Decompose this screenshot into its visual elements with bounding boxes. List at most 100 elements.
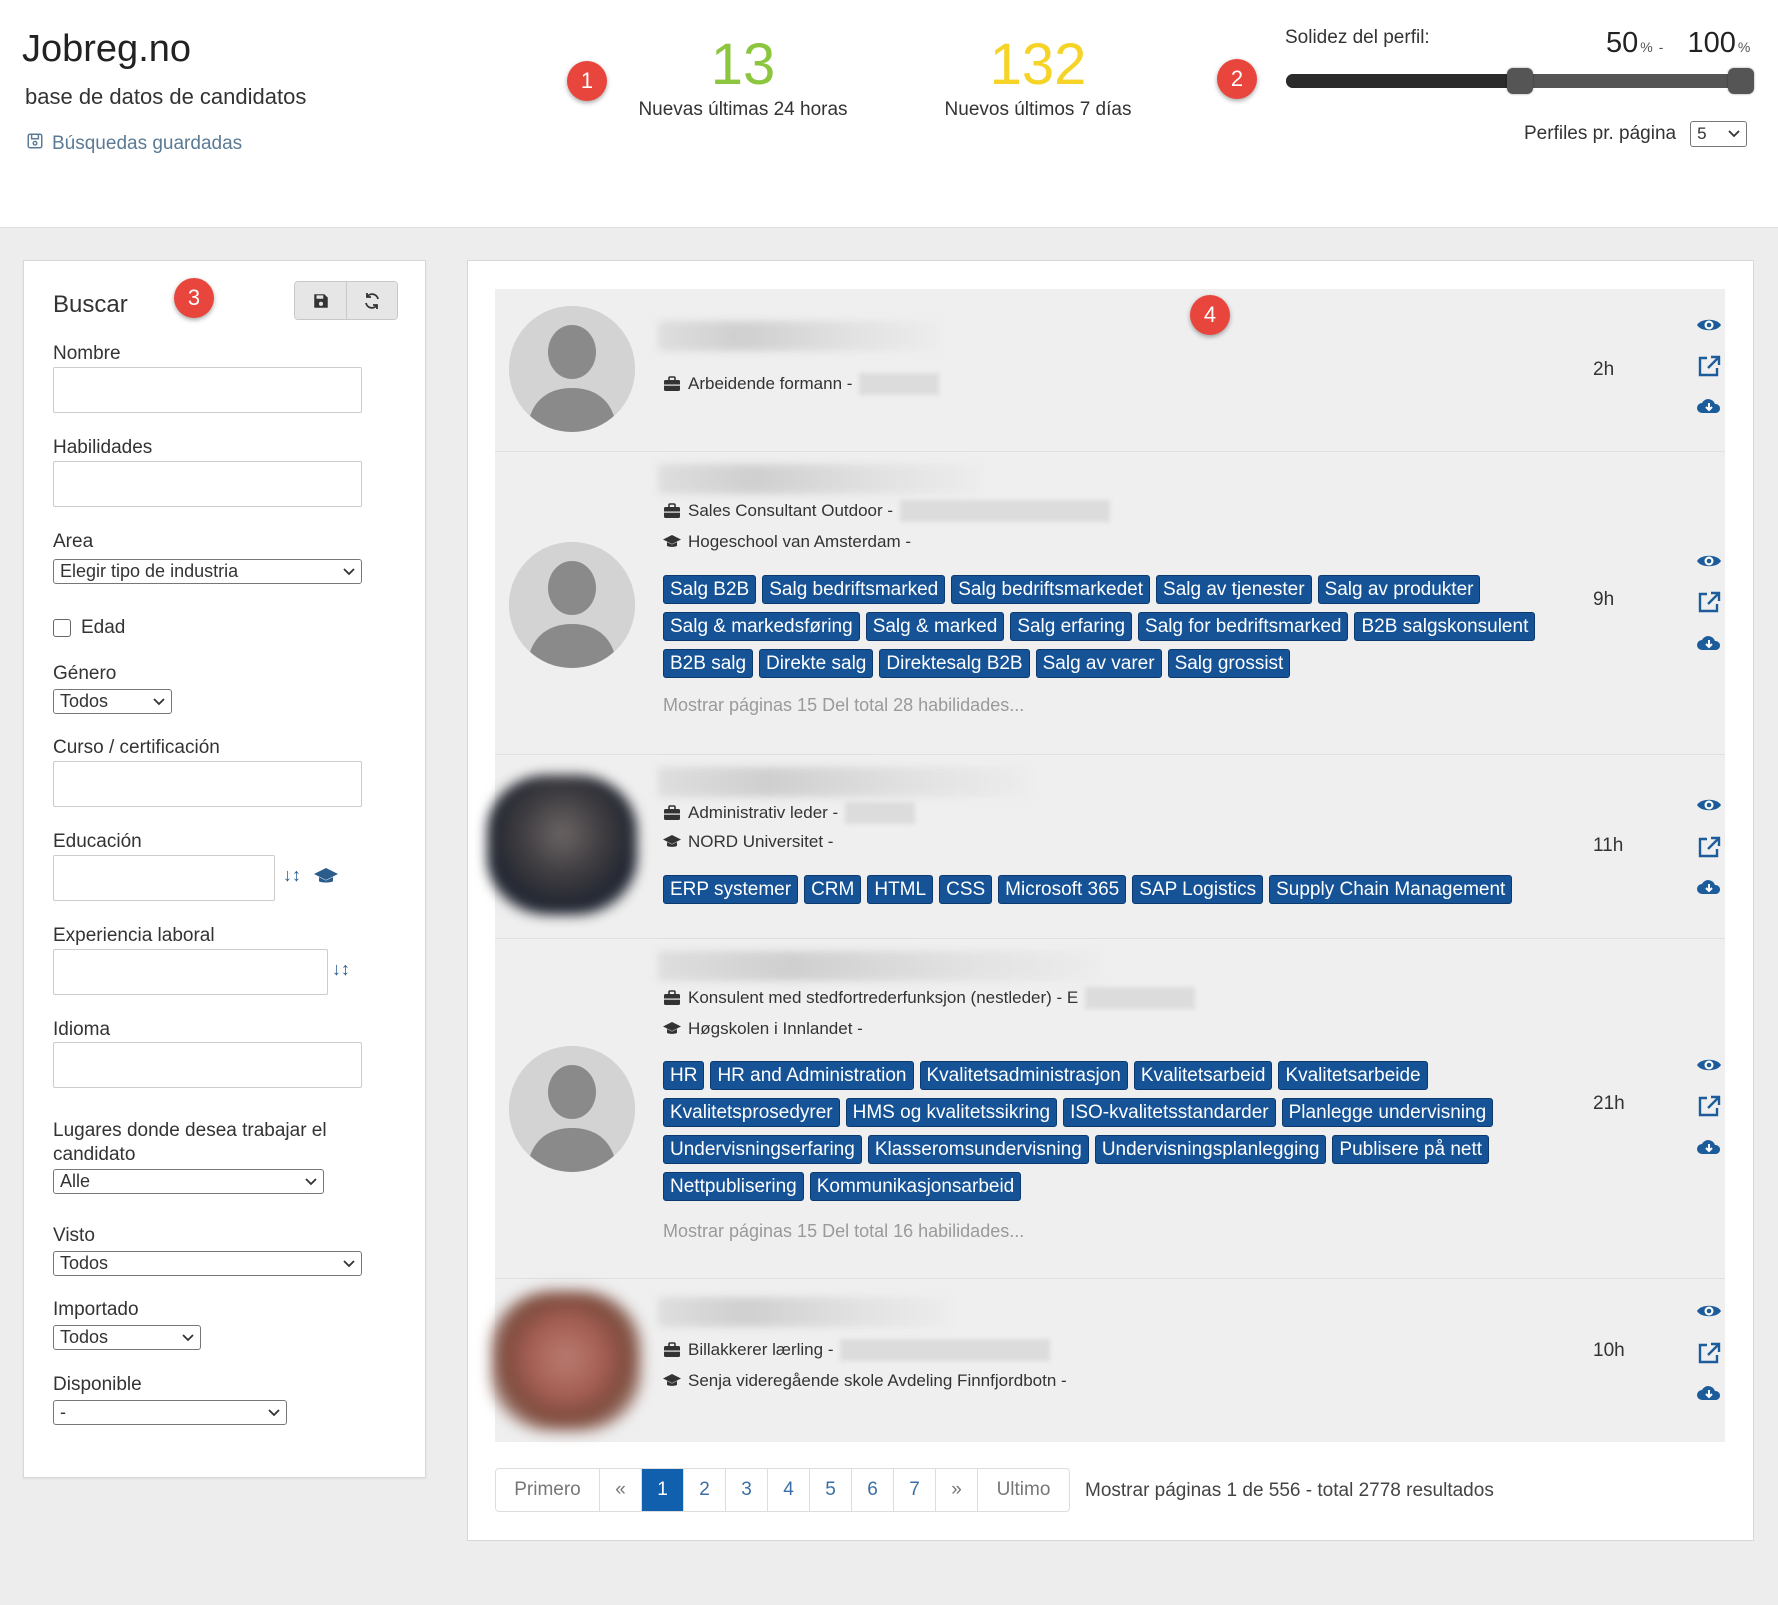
visto-select[interactable]: Todos [53,1251,362,1276]
skill-tag[interactable]: Nettpublisering [663,1172,804,1201]
edad-checkbox[interactable] [53,619,71,637]
page-button-5[interactable]: 5 [809,1469,851,1511]
view-profile-button[interactable] [1693,1297,1725,1325]
open-external-button[interactable] [1693,833,1725,861]
candidate-school-line: Senja videregående skole Avdeling Finnfj… [663,1371,1067,1391]
skill-tag[interactable]: ISO-kvalitetsstandarder [1063,1098,1276,1127]
candidate-card[interactable]: Administrativ leder - NORD Universitet -… [487,755,1725,939]
page-button-6[interactable]: 6 [851,1469,893,1511]
download-cv-button[interactable] [1693,1133,1725,1161]
skill-tag[interactable]: Salg av tjenester [1156,575,1312,604]
skill-tag[interactable]: Planlegge undervisning [1281,1098,1494,1127]
download-cv-button[interactable] [1693,629,1725,657]
slider-handle-min[interactable] [1507,68,1533,94]
view-profile-button[interactable] [1693,311,1725,339]
skill-tag[interactable]: Kvalitetsprosedyrer [663,1098,840,1127]
download-cv-button[interactable] [1693,1379,1725,1407]
page-prev-button[interactable]: « [599,1469,641,1511]
page-button-1[interactable]: 1 [641,1469,683,1511]
open-external-button[interactable] [1693,352,1725,380]
page-button-2[interactable]: 2 [683,1469,725,1511]
open-external-button[interactable] [1693,1092,1725,1120]
genero-select[interactable]: Todos [53,689,172,714]
view-profile-button[interactable] [1693,1051,1725,1079]
candidate-card[interactable]: Sales Consultant Outdoor - Hogeschool va… [495,452,1725,755]
skill-tag[interactable]: Kvalitetsarbeid [1133,1061,1273,1090]
idioma-input[interactable] [53,1042,362,1088]
candidate-card[interactable]: Konsulent med stedfortrederfunksjon (nes… [495,939,1725,1279]
saved-searches-link[interactable]: Búsquedas guardadas [26,132,242,156]
skill-tag[interactable]: B2B salg [663,649,754,678]
skill-tag[interactable]: Salg B2B [663,575,757,604]
slider-handle-max[interactable] [1728,68,1754,94]
graduation-cap-icon[interactable] [313,867,339,885]
curso-input[interactable] [53,761,362,807]
skill-tag[interactable]: Salg & markedsføring [663,612,860,641]
skill-tag[interactable]: Kvalitetsarbeide [1278,1061,1428,1090]
skill-tag[interactable]: SAP Logistics [1132,875,1264,904]
lugares-select[interactable]: Alle [53,1169,324,1194]
page-last-button[interactable]: Ultimo [977,1469,1069,1511]
page-button-4[interactable]: 4 [767,1469,809,1511]
candidate-school-line: Hogeschool van Amsterdam - [663,532,911,552]
skill-tag[interactable]: Microsoft 365 [998,875,1127,904]
skill-tag[interactable]: Kommunikasjonsarbeid [809,1172,1022,1201]
educacion-input[interactable] [53,855,275,901]
skill-tag[interactable]: Undervisningserfaring [663,1135,862,1164]
skill-tag[interactable]: Salg grossist [1167,649,1291,678]
skill-tag[interactable]: Klasseromsundervisning [867,1135,1089,1164]
skill-tag[interactable]: CRM [804,875,862,904]
experiencia-input[interactable] [53,949,328,995]
skill-tag[interactable]: Direkte salg [759,649,874,678]
skill-tag[interactable]: Supply Chain Management [1269,875,1513,904]
view-profile-button[interactable] [1693,791,1725,819]
skill-tag[interactable]: Salg & marked [865,612,1005,641]
more-skills-link[interactable]: Mostrar páginas 15 Del total 16 habilida… [663,1221,1025,1241]
skill-tag[interactable]: Direktesalg B2B [879,649,1030,678]
sort-icon[interactable]: ↓↕ [283,865,301,885]
page-next-button[interactable]: » [935,1469,977,1511]
page-first-button[interactable]: Primero [514,1479,581,1500]
open-external-button[interactable] [1693,588,1725,616]
skill-tag[interactable]: Salg erfaring [1010,612,1133,641]
more-skills-link[interactable]: Mostrar páginas 15 Del total 28 habilida… [663,695,1025,715]
candidate-time: 10h [1593,1340,1625,1361]
skill-tag[interactable]: ERP systemer [663,875,799,904]
top-header: Jobreg.no base de datos de candidatos Bú… [0,0,1778,228]
skill-tag[interactable]: CSS [939,875,993,904]
educacion-label: Educación [53,831,142,852]
download-cv-button[interactable] [1693,392,1725,420]
page-button-3[interactable]: 3 [725,1469,767,1511]
skill-tag[interactable]: Salg av produkter [1317,575,1481,604]
save-search-button[interactable] [295,282,346,319]
open-external-button[interactable] [1693,1339,1725,1367]
skill-tag[interactable]: Kvalitetsadministrasjon [919,1061,1128,1090]
skill-tag[interactable]: HTML [867,875,934,904]
skill-tag[interactable]: Salg for bedriftsmarked [1138,612,1349,641]
view-profile-button[interactable] [1693,547,1725,575]
importado-select[interactable]: Todos [53,1325,201,1350]
pagination-of: de [1242,1480,1264,1501]
skill-tag[interactable]: Salg av varer [1035,649,1162,678]
visto-select-value: Todos [60,1253,109,1273]
sort-icon[interactable]: ↓↕ [332,959,350,979]
skill-tag[interactable]: B2B salgskonsulent [1354,612,1536,641]
candidate-card[interactable]: Arbeidende formann - 4 2h [495,289,1725,452]
candidate-card[interactable]: Billakkerer lærling - Senja videregående… [491,1279,1725,1442]
disponible-select[interactable]: - [53,1400,287,1425]
nombre-input[interactable] [53,367,362,413]
skill-tag[interactable]: Publisere på nett [1332,1135,1490,1164]
page-button-7[interactable]: 7 [893,1469,935,1511]
reset-search-button[interactable] [346,282,397,319]
area-select[interactable]: Elegir tipo de industria [53,559,362,584]
skill-tag[interactable]: HR [663,1061,705,1090]
skill-tag[interactable]: Salg bedriftsmarked [762,575,946,604]
skill-tag[interactable]: HR and Administration [710,1061,914,1090]
skill-tag[interactable]: Undervisningsplanlegging [1094,1135,1327,1164]
skill-tag[interactable]: Salg bedriftsmarkedet [951,575,1151,604]
per-page-select[interactable]: 5 [1690,121,1748,147]
skill-tag[interactable]: HMS og kvalitetssikring [845,1098,1058,1127]
profile-strength-slider[interactable] [1286,68,1754,94]
habilidades-input[interactable] [53,461,362,507]
download-cv-button[interactable] [1693,873,1725,901]
